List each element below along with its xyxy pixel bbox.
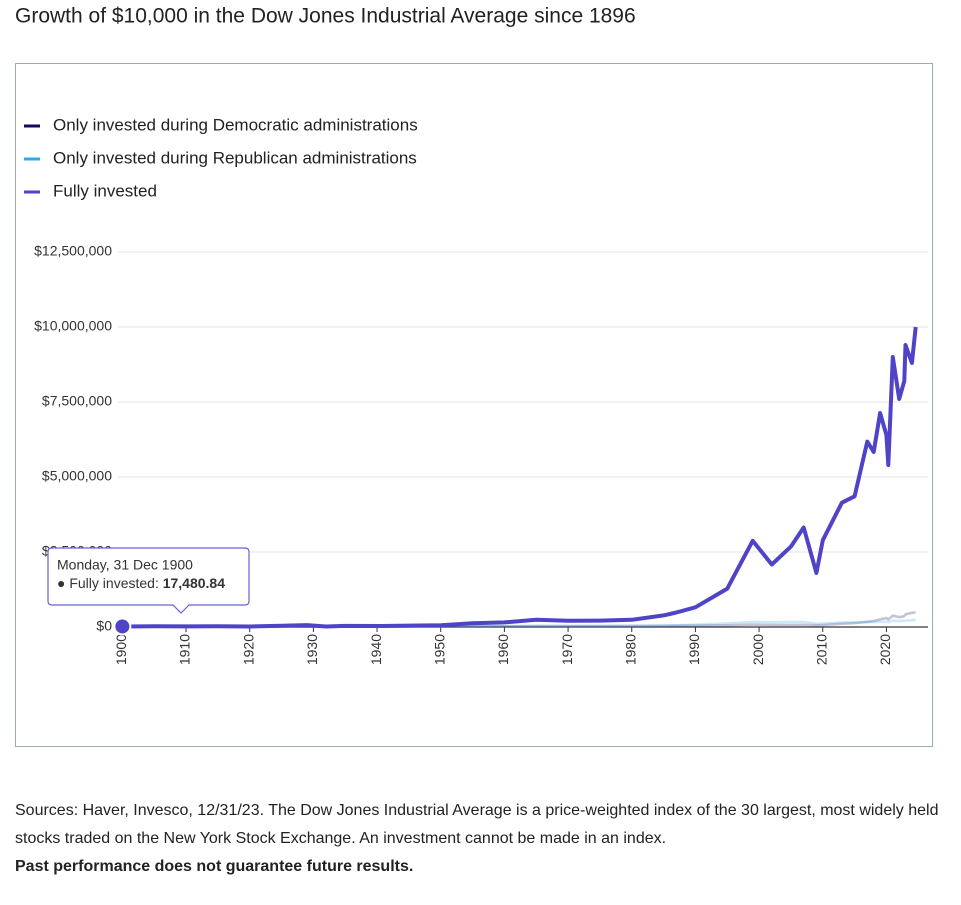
sources-note: Sources: Haver, Invesco, 12/31/23. The D… xyxy=(15,802,939,847)
tooltip-series: ● Fully invested: xyxy=(57,575,159,591)
tooltip-value: ● Fully invested: 17,480.84 xyxy=(57,575,225,591)
tooltip-date: Monday, 31 Dec 1900 xyxy=(57,557,193,573)
legend-label: Only invested during Democratic administ… xyxy=(53,115,418,134)
x-tick-label: 1990 xyxy=(686,634,702,665)
x-tick-label: 2000 xyxy=(750,634,766,665)
x-tick-label: 1950 xyxy=(431,634,447,665)
chart-frame xyxy=(15,63,933,747)
x-tick-label: 2020 xyxy=(877,634,893,665)
x-tick-label: 1980 xyxy=(622,634,638,665)
y-tick-label: $7,500,000 xyxy=(42,393,112,409)
hover-marker xyxy=(113,617,132,636)
legend-label: Fully invested xyxy=(53,181,157,200)
x-tick-label: 1910 xyxy=(177,634,193,665)
x-tick-label: 2010 xyxy=(813,634,829,665)
y-tick-label: $5,000,000 xyxy=(42,468,112,484)
x-tick-label: 1920 xyxy=(240,634,256,665)
footer: Sources: Haver, Invesco, 12/31/23. The D… xyxy=(15,797,950,881)
x-tick-label: 1960 xyxy=(495,634,511,665)
tooltip-box xyxy=(47,547,250,614)
x-tick-label: 1940 xyxy=(368,634,384,665)
disclaimer: Past performance does not guarantee futu… xyxy=(15,858,414,875)
x-tick-label: 1970 xyxy=(559,634,575,665)
y-tick-label: $12,500,000 xyxy=(34,243,112,259)
chart: Growth of $10,000 in the Dow Jones Indus… xyxy=(15,5,933,747)
chart-title: Growth of $10,000 in the Dow Jones Indus… xyxy=(15,5,636,28)
x-tick-label: 1930 xyxy=(304,634,320,665)
x-tick-label: 1900 xyxy=(113,634,129,665)
legend-label: Only invested during Republican administ… xyxy=(53,148,417,167)
series-line xyxy=(122,326,918,629)
y-tick-label: $10,000,000 xyxy=(34,318,112,334)
y-tick-label: $0 xyxy=(96,618,112,634)
tooltip-number: 17,480.84 xyxy=(163,575,225,591)
